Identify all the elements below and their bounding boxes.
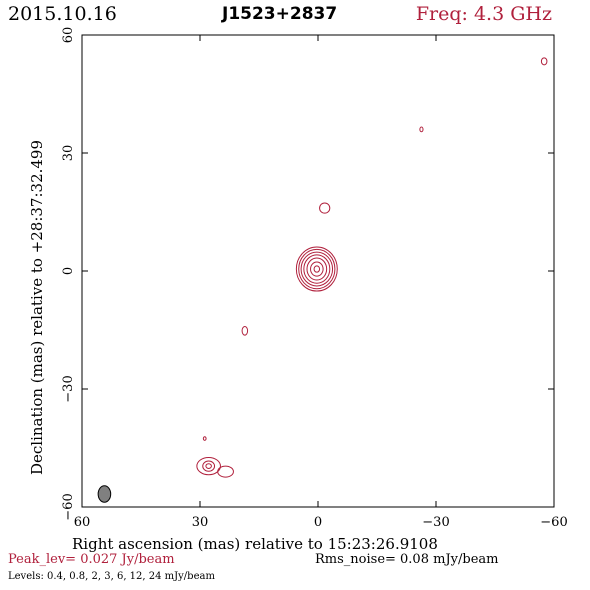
contour-levels: Levels: 0.4, 0.8, 2, 3, 6, 12, 24 mJy/be… [8, 571, 215, 582]
contour-knot-ne2 [419, 126, 424, 133]
contour-line [241, 325, 249, 336]
contour-line [205, 463, 212, 469]
contours-layer [196, 57, 548, 478]
contour-line [202, 460, 216, 472]
contour-knot-se [241, 325, 249, 336]
contour-line [295, 246, 338, 292]
contour-line [300, 251, 334, 287]
y-tick-label: −60 [61, 493, 76, 520]
beam-ellipse [97, 485, 112, 503]
x-tick-label: 60 [74, 515, 91, 530]
y-tick-label: 60 [61, 27, 76, 44]
contour-line [419, 126, 424, 133]
peak-level: Peak_lev= 0.027 Jy/beam [8, 552, 175, 567]
contour-line [303, 254, 331, 284]
contour-knot-sw [196, 456, 221, 476]
contour-line [310, 261, 324, 277]
y-axis-label: Declination (mas) relative to +28:37:32.… [28, 140, 46, 475]
contour-core [295, 246, 338, 292]
contour-line [196, 456, 221, 476]
y-tick-label: 30 [61, 145, 76, 162]
source-name: J1523+2837 [222, 4, 338, 24]
x-tick-label: −30 [422, 515, 449, 530]
contour-line [298, 248, 336, 290]
frequency-label: Freq: 4.3 GHz [415, 3, 552, 25]
beam-layer [97, 485, 112, 503]
rms-noise: Rms_noise= 0.08 mJy/beam [315, 552, 499, 567]
contour-line [202, 436, 207, 441]
contour-knot-sw-tail [217, 465, 234, 478]
contour-knot-ne3 [540, 57, 548, 66]
x-tick-label: 0 [314, 515, 322, 530]
y-tick-label: −30 [61, 375, 76, 402]
contour-line [313, 265, 321, 273]
contour-line [306, 257, 328, 281]
x-tick-label: −60 [540, 515, 567, 530]
contour-line [319, 202, 331, 214]
contour-knot-sw-small [202, 436, 207, 441]
contour-line [217, 465, 234, 478]
axis-ticks: 60 30 0 −30 −60 −60 −30 0 30 60 [61, 27, 568, 530]
x-tick-label: 30 [192, 515, 209, 530]
plot-frame [81, 34, 555, 508]
contour-knot-ne [319, 202, 331, 214]
y-tick-label: 0 [61, 267, 76, 275]
contour-line [540, 57, 548, 66]
observation-date: 2015.10.16 [8, 3, 117, 25]
x-axis-label: Right ascension (mas) relative to 15:23:… [72, 535, 438, 553]
